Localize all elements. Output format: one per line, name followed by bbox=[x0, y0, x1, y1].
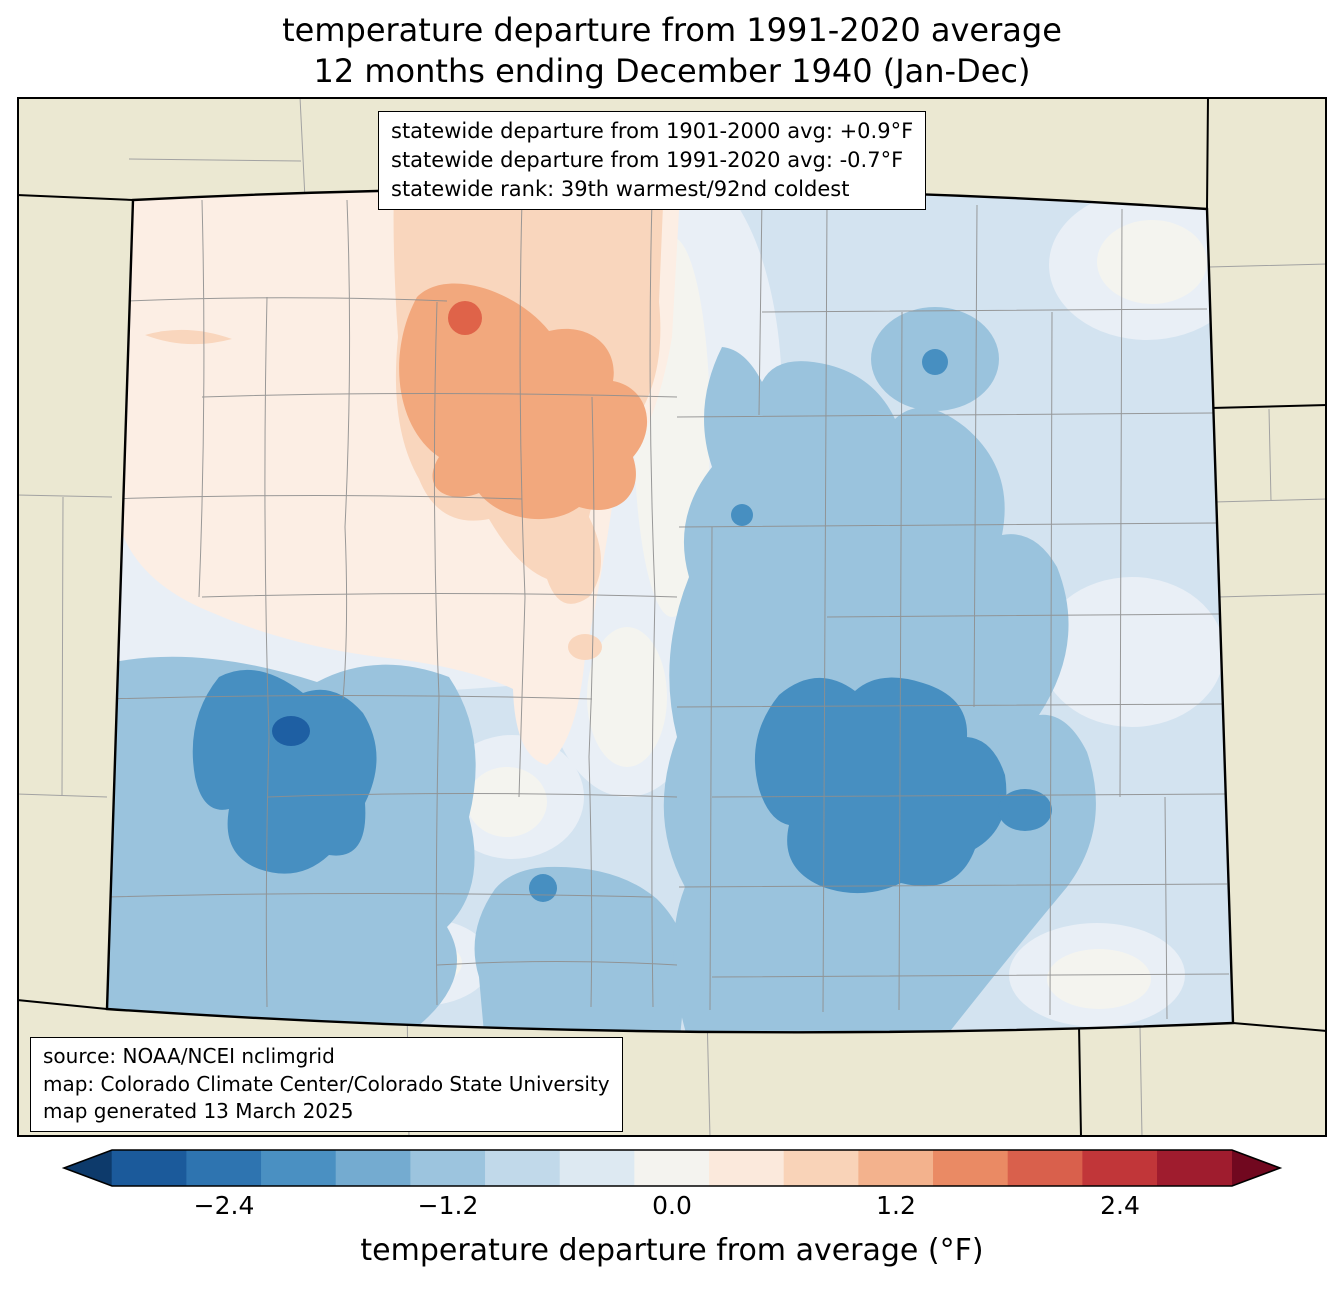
county-lines-east-horizontal bbox=[676, 308, 1230, 978]
colorbar-segment bbox=[261, 1150, 337, 1186]
contour-blue-darkest-core bbox=[272, 716, 310, 746]
stats-line-3: statewide rank: 39th warmest/92nd coldes… bbox=[391, 176, 850, 201]
colorbar-segment bbox=[111, 1150, 187, 1186]
colorbar-over-arrow bbox=[1232, 1150, 1280, 1186]
contour-peach-streak bbox=[145, 329, 232, 345]
colorbar-under-arrow bbox=[64, 1150, 112, 1186]
colorbar-axis-label: temperature departure from average (°F) bbox=[360, 1233, 984, 1268]
stats-line-2: statewide departure from 1991-2020 avg: … bbox=[391, 147, 904, 172]
colorbar-tick-label: 1.2 bbox=[876, 1191, 916, 1220]
colorbar-segment bbox=[1007, 1150, 1083, 1186]
colorbar-segment bbox=[410, 1150, 486, 1186]
colorbar-tick-label: 2.4 bbox=[1100, 1191, 1140, 1220]
statewide-stats-box: statewide departure from 1901-2000 avg: … bbox=[378, 111, 927, 210]
contour-blue-dark bbox=[192, 349, 1052, 902]
source-line-3: map generated 13 March 2025 bbox=[43, 1099, 354, 1124]
adjacent-state-borders bbox=[17, 97, 1327, 1137]
title-line-2: 12 months ending December 1940 (Jan-Dec) bbox=[313, 51, 1031, 90]
colorado-map-svg bbox=[17, 97, 1327, 1137]
axes-frame bbox=[17, 97, 1327, 1137]
figure-title: temperature departure from 1991-2020 ave… bbox=[0, 10, 1344, 92]
county-lines-west-horizontal bbox=[107, 297, 678, 966]
title-line-1: temperature departure from 1991-2020 ave… bbox=[282, 11, 1062, 49]
contour-red-dot bbox=[448, 301, 482, 335]
stats-line-1: statewide departure from 1901-2000 avg: … bbox=[391, 119, 914, 143]
colorbar-tick-label: −1.2 bbox=[417, 1191, 479, 1220]
colorbar-outline bbox=[61, 1149, 1283, 1187]
colorbar-segments bbox=[111, 1150, 1233, 1186]
source-line-1: source: NOAA/NCEI nclimgrid bbox=[43, 1044, 335, 1068]
colorbar-segment bbox=[1157, 1150, 1233, 1186]
colorbar-segment bbox=[709, 1150, 785, 1186]
colorbar-segment bbox=[1082, 1150, 1158, 1186]
county-lines-colorado bbox=[107, 196, 1230, 1020]
colorbar-segment bbox=[858, 1150, 934, 1186]
colorbar bbox=[61, 1149, 1283, 1187]
colorbar-segment bbox=[783, 1150, 859, 1186]
county-lines-east-vertical bbox=[709, 196, 1168, 1020]
colorbar-segment bbox=[485, 1150, 561, 1186]
colorbar-tick-labels: −2.4 −1.2 0.0 1.2 2.4 bbox=[0, 1191, 1344, 1225]
colorbar-segment bbox=[559, 1150, 635, 1186]
colorbar-segment bbox=[335, 1150, 411, 1186]
colorbar-segment bbox=[634, 1150, 710, 1186]
colorbar-tick-label: 0.0 bbox=[652, 1191, 692, 1220]
contour-peach-dot bbox=[568, 634, 602, 660]
source-attribution-box: source: NOAA/NCEI nclimgrid map: Colorad… bbox=[30, 1037, 623, 1132]
contour-orange bbox=[399, 283, 648, 520]
contour-fills bbox=[107, 188, 1233, 1033]
map-axes: statewide departure from 1901-2000 avg: … bbox=[17, 97, 1327, 1137]
colorbar-tick-label: −2.4 bbox=[193, 1191, 255, 1220]
colorbar-segment bbox=[933, 1150, 1009, 1186]
colorbar-segment bbox=[186, 1150, 262, 1186]
county-lines-west-vertical bbox=[198, 199, 656, 1008]
source-line-2: map: Colorado Climate Center/Colorado St… bbox=[43, 1071, 610, 1096]
